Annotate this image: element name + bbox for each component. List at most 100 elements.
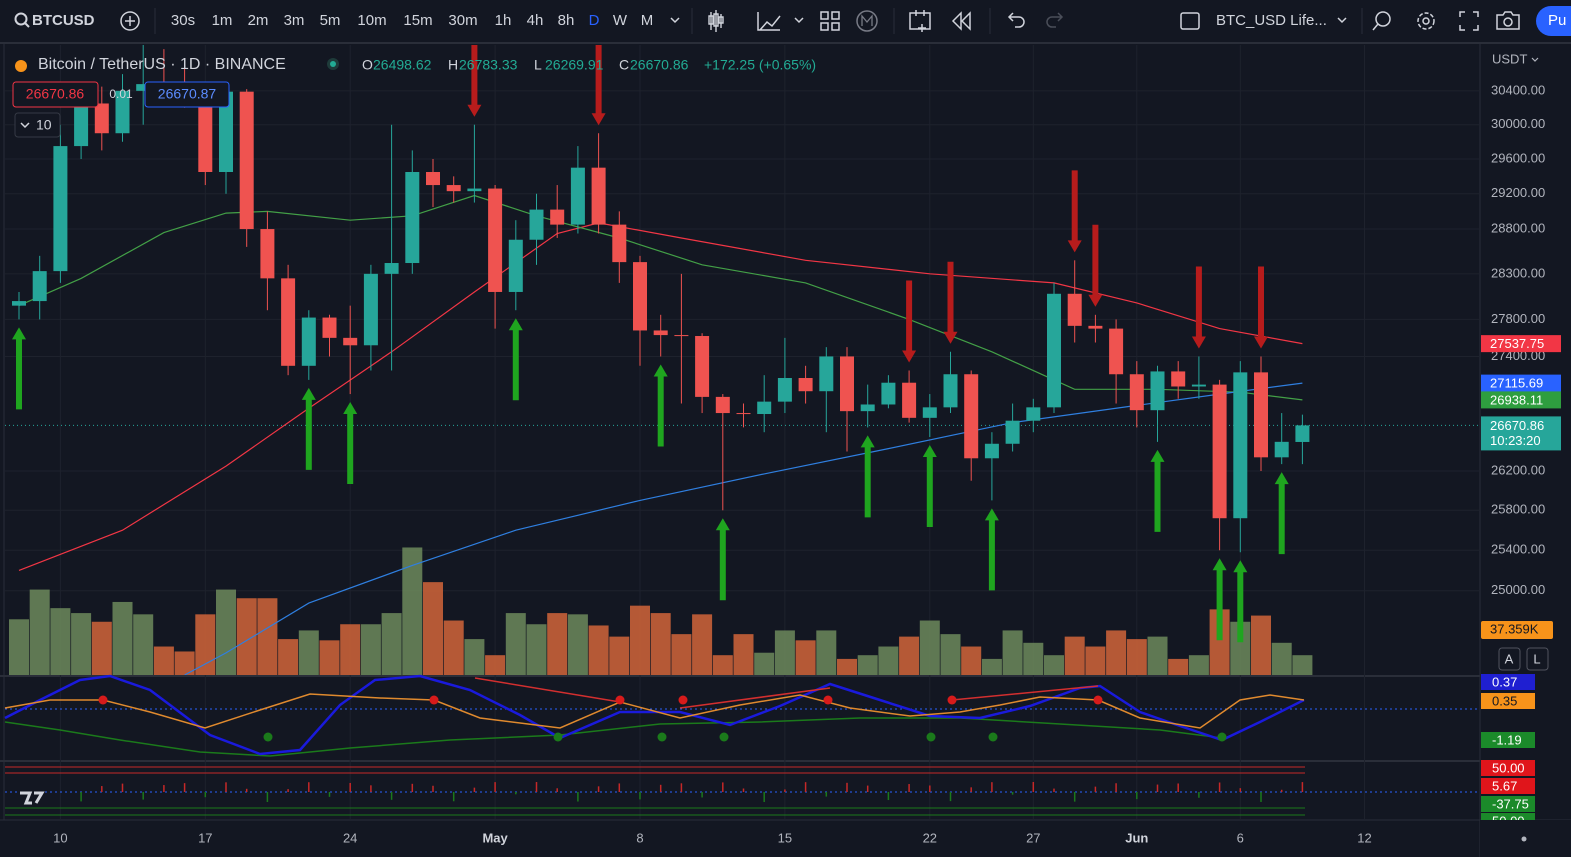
volume-bar bbox=[567, 614, 588, 675]
candle-body bbox=[612, 224, 627, 263]
indicator-badge bbox=[1481, 796, 1535, 812]
grid bbox=[5, 45, 1480, 820]
candle-body bbox=[1067, 293, 1082, 326]
buy-signal bbox=[984, 508, 999, 591]
indicators-toggle[interactable] bbox=[14, 112, 61, 138]
indicator-value: 0.37 bbox=[1492, 674, 1517, 689]
interval-button[interactable]: 5m bbox=[320, 12, 341, 29]
interval-button[interactable]: 1h bbox=[495, 12, 512, 29]
volume-bar bbox=[505, 613, 526, 675]
log-scale-button[interactable] bbox=[1526, 647, 1549, 671]
volume-layer bbox=[9, 547, 1313, 675]
indicators-button[interactable] bbox=[757, 12, 781, 31]
buy-signal bbox=[1212, 558, 1227, 641]
ohlc-value: 26498.62 bbox=[373, 57, 432, 73]
alert-button[interactable] bbox=[909, 10, 931, 32]
candle-body bbox=[1191, 384, 1206, 387]
time-axis-settings-center bbox=[1521, 836, 1527, 842]
candle-body bbox=[426, 172, 440, 186]
dot bbox=[1217, 732, 1227, 742]
sell-button[interactable] bbox=[12, 81, 99, 108]
candle-body bbox=[653, 330, 668, 336]
volume-bar bbox=[837, 658, 857, 675]
sell-signal bbox=[1254, 266, 1268, 349]
replay-mode[interactable] bbox=[856, 10, 878, 32]
currency-menu[interactable] bbox=[1531, 57, 1539, 62]
buy-price[interactable]: 26670.87 bbox=[158, 86, 217, 102]
replay-button[interactable] bbox=[951, 11, 971, 31]
publish-label[interactable]: Pu bbox=[1548, 12, 1566, 29]
interval-menu[interactable] bbox=[670, 17, 680, 24]
layout-menu[interactable] bbox=[1337, 17, 1347, 24]
volume-bar bbox=[588, 625, 609, 675]
volume-label: 37.359K bbox=[1490, 621, 1539, 636]
indicators-menu[interactable] bbox=[794, 17, 804, 24]
sell-signal bbox=[467, 45, 482, 117]
y-tick-label: 29600.00 bbox=[1491, 150, 1545, 165]
candle-body bbox=[219, 91, 233, 173]
dot bbox=[1093, 695, 1103, 705]
auto-scale-button[interactable] bbox=[1498, 647, 1521, 671]
interval-button[interactable]: 30s bbox=[171, 12, 195, 29]
settings-button[interactable] bbox=[1417, 12, 1435, 30]
indicator-value: 0.35 bbox=[1492, 693, 1517, 708]
interval-button[interactable]: 2m bbox=[248, 12, 269, 29]
candle-body bbox=[1047, 293, 1061, 408]
interval-button[interactable]: 15m bbox=[403, 12, 432, 29]
layout-name[interactable]: BTC_USD Life... bbox=[1216, 12, 1327, 29]
candle-body bbox=[32, 271, 47, 302]
interval-button[interactable]: W bbox=[613, 12, 628, 29]
interval-button[interactable]: 10m bbox=[357, 12, 386, 29]
layout-icon[interactable] bbox=[1180, 12, 1200, 30]
y-tick-label: 30000.00 bbox=[1491, 116, 1545, 131]
currency[interactable]: USDT bbox=[1492, 51, 1527, 66]
interval-button[interactable]: 8h bbox=[558, 12, 575, 29]
fullscreen-button[interactable] bbox=[1459, 11, 1479, 31]
indicator-value: -37.75 bbox=[1492, 796, 1529, 811]
search-icon[interactable] bbox=[14, 12, 28, 26]
volume-bar bbox=[961, 646, 982, 675]
quick-search[interactable] bbox=[1375, 11, 1391, 27]
volume-bar bbox=[1106, 630, 1127, 675]
interval-button[interactable]: 4h bbox=[527, 12, 544, 29]
add-symbol[interactable] bbox=[120, 11, 140, 31]
undo-button[interactable] bbox=[1007, 12, 1025, 28]
volume-bar bbox=[29, 589, 50, 675]
redo-button[interactable] bbox=[1046, 12, 1064, 28]
volume-bar bbox=[319, 640, 340, 675]
volume-bar bbox=[9, 619, 29, 675]
buy-signal bbox=[12, 327, 26, 410]
indicator-badge bbox=[1481, 760, 1535, 776]
dot bbox=[678, 695, 688, 705]
interval-button[interactable]: 1m bbox=[212, 12, 233, 29]
volume-bar bbox=[816, 630, 837, 675]
templates-button[interactable] bbox=[820, 11, 840, 31]
dot bbox=[719, 732, 729, 742]
indicators-count[interactable]: 10 bbox=[36, 117, 52, 133]
candle-body bbox=[405, 172, 420, 264]
symbol[interactable]: BTCUSD bbox=[32, 12, 95, 29]
interval-button[interactable]: 3m bbox=[284, 12, 305, 29]
volume-bar bbox=[381, 613, 402, 675]
candle-body bbox=[1274, 441, 1289, 458]
interval-button[interactable]: M bbox=[641, 12, 654, 29]
indicator-badge bbox=[1481, 778, 1535, 794]
replay-icon bbox=[861, 14, 873, 26]
sell-price[interactable]: 26670.86 bbox=[26, 86, 85, 102]
price-badge-label: 26938.11 bbox=[1490, 392, 1543, 407]
x-tick-label: 8 bbox=[636, 830, 643, 845]
x-tick-label: 10 bbox=[53, 830, 67, 845]
buy-button[interactable] bbox=[144, 81, 230, 108]
indicator-value: 5.67 bbox=[1492, 778, 1517, 793]
publish-button[interactable] bbox=[1536, 6, 1571, 36]
candle-body bbox=[529, 209, 544, 240]
volume-bar bbox=[236, 598, 257, 675]
candle-body bbox=[1129, 374, 1144, 411]
candle-body bbox=[1005, 420, 1020, 444]
interval-button[interactable]: D bbox=[589, 12, 600, 29]
snapshot-button[interactable] bbox=[1496, 11, 1520, 30]
legend-title[interactable]: Bitcoin / TetherUS · 1D · BINANCE bbox=[38, 56, 286, 73]
volume-bar bbox=[216, 589, 236, 675]
interval-button[interactable]: 30m bbox=[448, 12, 477, 29]
chart-type-button[interactable] bbox=[708, 10, 724, 32]
